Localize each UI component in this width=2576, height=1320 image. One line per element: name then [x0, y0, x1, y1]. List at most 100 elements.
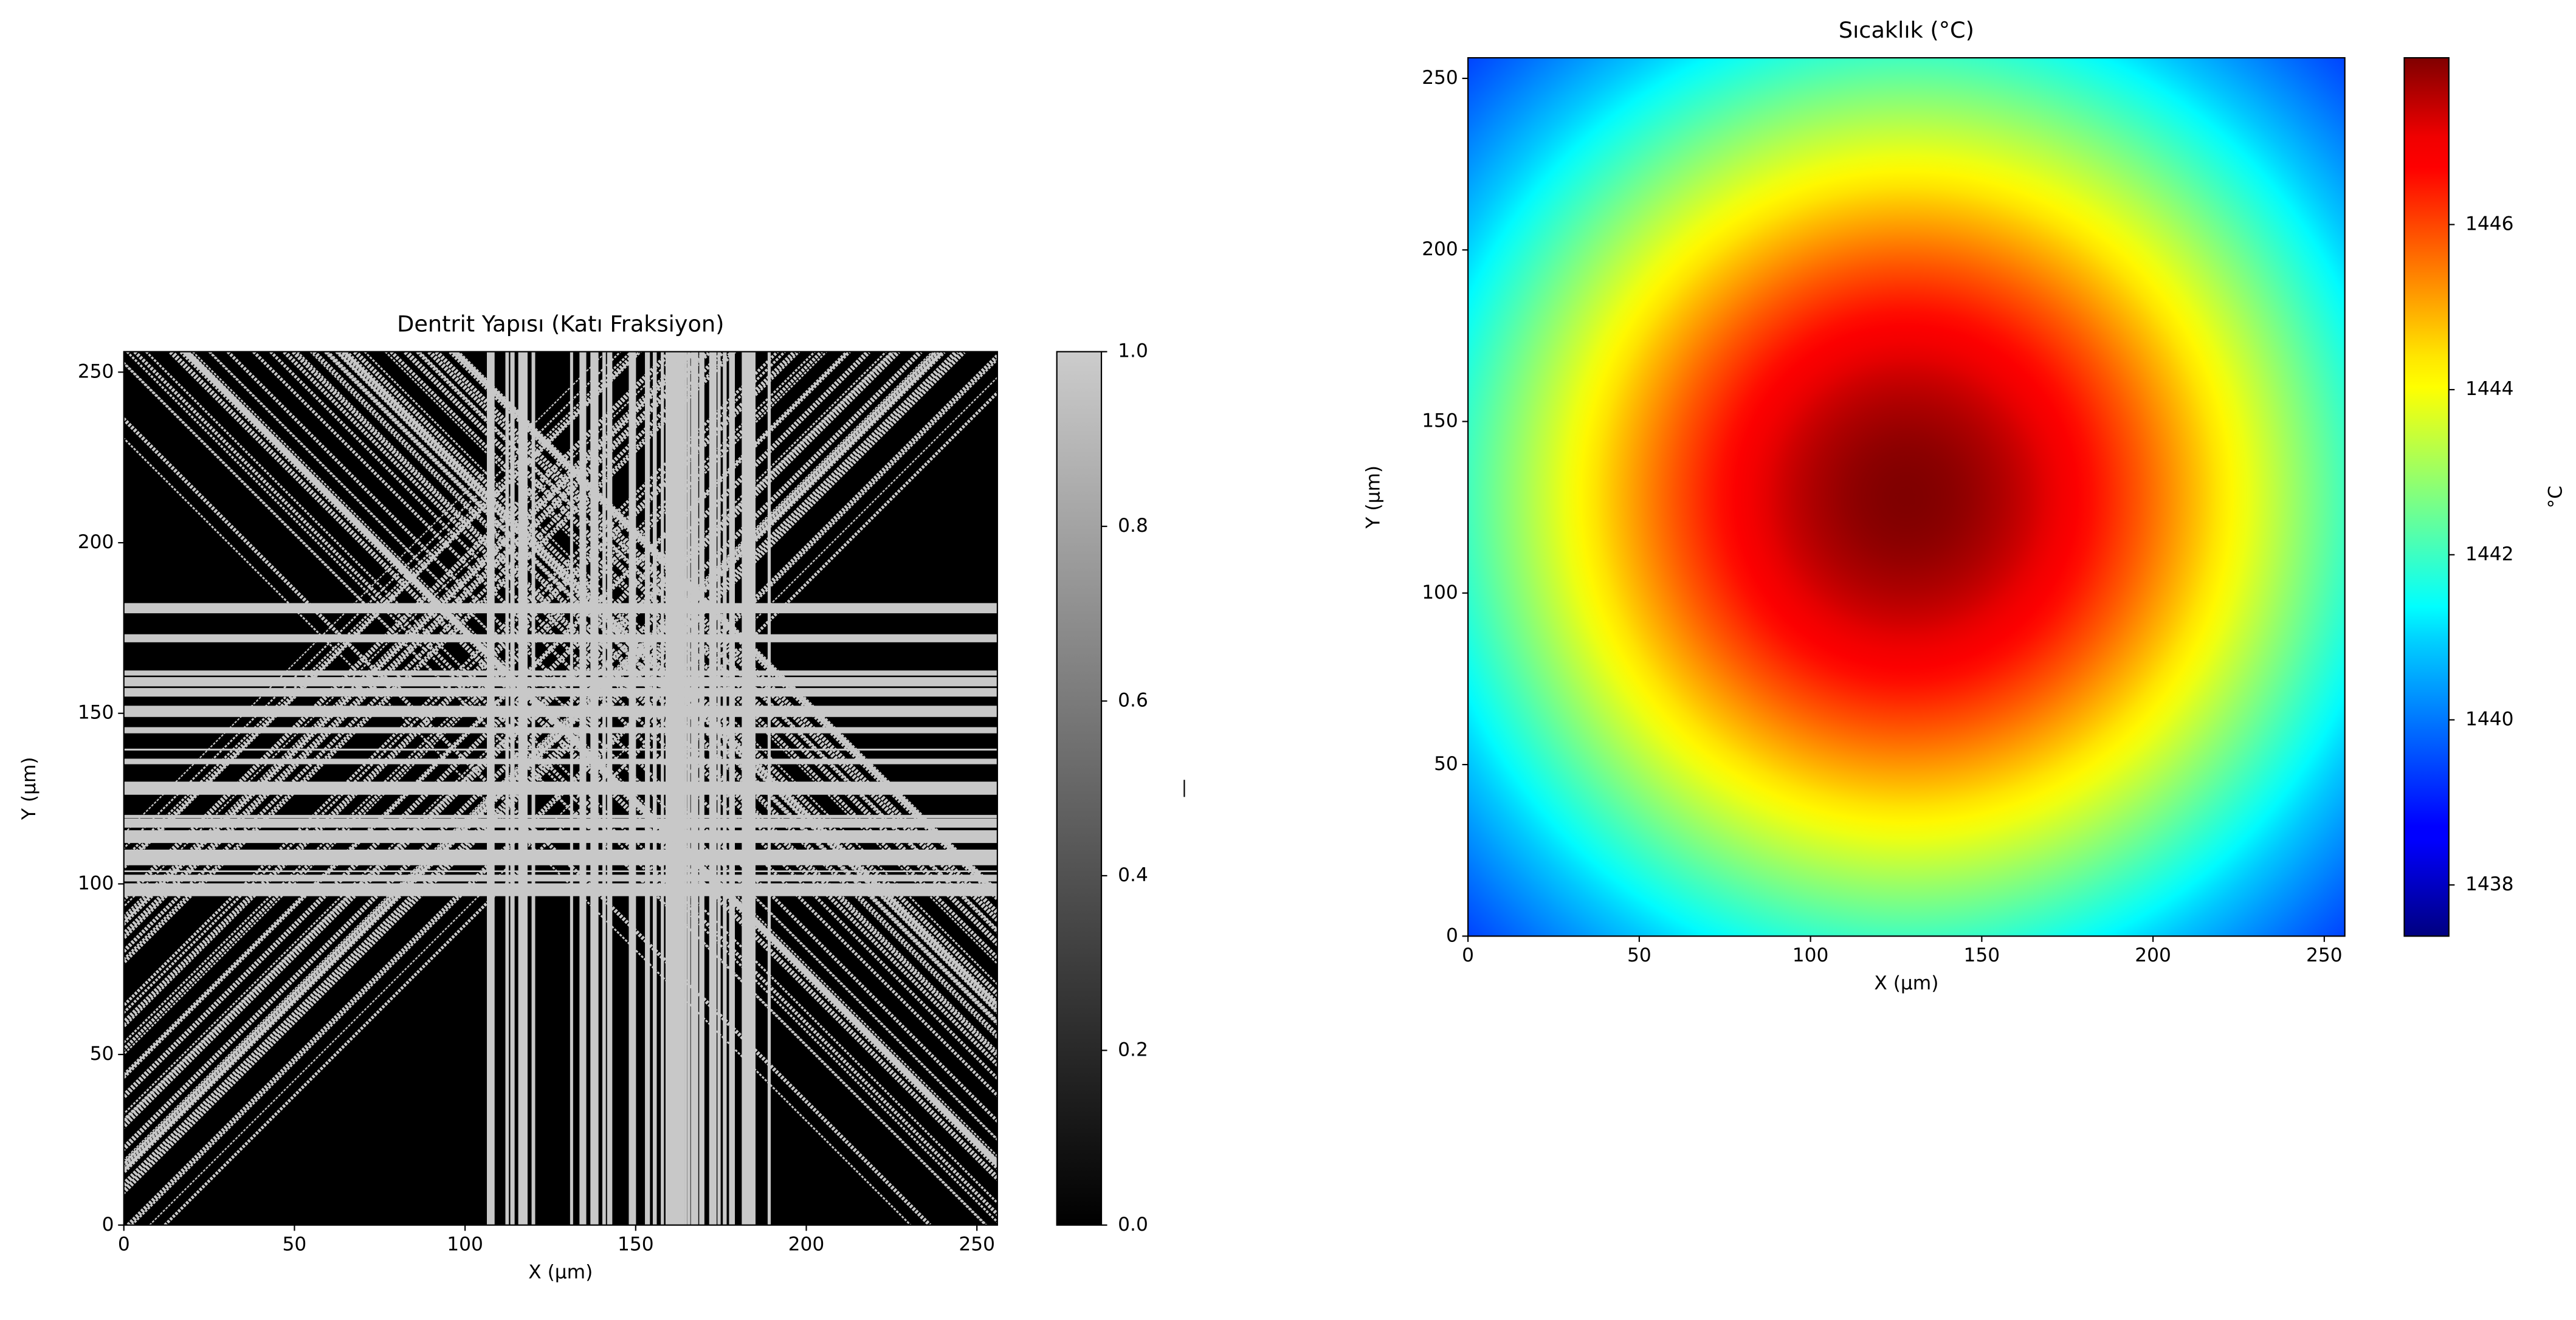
colorbar-tick-label: 1446	[2465, 213, 2513, 235]
colorbar-tick-label: 0.8	[1118, 515, 1148, 537]
dendrite-arm	[123, 437, 912, 1225]
dendrite-arm	[342, 351, 997, 1009]
y-tick-label: 100	[1422, 582, 1458, 603]
dendrite-arm	[123, 351, 849, 1078]
colorbar	[2403, 57, 2450, 937]
dendrite-arm	[123, 351, 851, 1080]
dendrite-arm	[123, 351, 642, 870]
colorbar-tick-label: 1440	[2465, 708, 2513, 730]
dendrite-arm	[309, 351, 997, 1040]
y-tick-label: 200	[1422, 238, 1458, 260]
dendrite-arm	[435, 351, 997, 916]
dendrite-arm	[123, 351, 823, 1052]
dendrite-arm	[427, 351, 997, 924]
colorbar-tick-label: 1.0	[1118, 340, 1148, 362]
dendrite-arm	[126, 353, 997, 1225]
dendrite-arm	[209, 351, 997, 1140]
dendrite-arm	[449, 351, 997, 902]
dendrite-arm	[123, 351, 689, 918]
dendrite-arm	[145, 351, 997, 1205]
dendrite-arm	[269, 351, 997, 1081]
colorbar-tick-label: 0.6	[1118, 690, 1148, 712]
chart-title: Dentrit Yapısı (Katı Fraksiyon)	[397, 311, 724, 337]
colorbar-tick-label: 1442	[2465, 543, 2513, 565]
y-tick-label: 200	[78, 531, 114, 553]
dendrite-arm	[123, 351, 946, 1175]
colorbar-tick-label: 0.2	[1118, 1039, 1148, 1060]
x-tick-label: 100	[1793, 944, 1829, 966]
dendrite-arm	[123, 351, 673, 902]
dendrite-arm	[164, 391, 997, 1225]
dendrite-arm	[123, 351, 709, 938]
dendrite-arm	[123, 351, 923, 1152]
dendrite-arm	[226, 351, 997, 1124]
dendrite-arm	[390, 351, 997, 961]
dendrite-arm	[123, 351, 779, 1008]
y-tick-label: 250	[1422, 67, 1458, 89]
dendrite-arm	[123, 351, 870, 1100]
dendrite-arm	[133, 351, 997, 1217]
dendrite-pattern	[123, 351, 997, 1225]
dendrite-arm	[126, 351, 997, 1224]
x-tick-label: 200	[2135, 944, 2171, 966]
dendrite-arm	[123, 351, 827, 1056]
dendrite-arm	[363, 351, 997, 986]
dendrite-arm	[123, 351, 732, 961]
plot-frame	[123, 351, 998, 1226]
colorbar-tick-label: 1438	[2465, 873, 2513, 895]
dendrite-arm	[123, 351, 816, 1044]
dendrite-arm	[179, 351, 997, 1171]
dendrite-arm	[417, 351, 997, 933]
x-tick-label: 250	[959, 1233, 995, 1255]
y-tick-label: 250	[78, 360, 114, 382]
dendrite-arm	[123, 351, 736, 965]
dendrite-arm	[123, 351, 680, 908]
colorbar	[1056, 351, 1103, 1226]
dendrite-arm	[123, 351, 938, 1168]
colorbar-label: °C	[2544, 486, 2566, 508]
x-tick-label: 200	[788, 1233, 825, 1255]
y-axis-label: Y (μm)	[1362, 466, 1384, 529]
dendrite-arm	[123, 351, 797, 1026]
dendrite-arm	[123, 351, 900, 1130]
plot-frame	[1467, 57, 2346, 937]
colorbar-tick-label: 0.0	[1118, 1214, 1148, 1236]
x-axis-label: X (μm)	[1874, 972, 1938, 994]
dendrite-arm	[123, 351, 786, 1014]
colorbar-tick-label: 0.4	[1118, 864, 1148, 886]
dendrite-arm	[131, 358, 997, 1225]
y-axis-label: Y (μm)	[18, 757, 40, 820]
dendrite-arm	[353, 351, 997, 998]
y-tick-label: 150	[78, 702, 114, 724]
dendrite-arm	[404, 351, 997, 947]
heatmap	[1468, 58, 2345, 937]
y-tick-label: 150	[1422, 410, 1458, 432]
dendrite-arm	[149, 376, 997, 1225]
dendrite-arm	[252, 351, 997, 1098]
dendrite-arm	[123, 361, 988, 1225]
y-tick-label: 100	[78, 872, 114, 894]
dendrite-arm	[292, 351, 997, 1059]
x-axis-label: X (μm)	[528, 1262, 593, 1284]
dendrite-arm	[283, 351, 997, 1068]
dendrite-arm	[297, 351, 997, 1053]
dendrite-arm	[123, 351, 959, 1189]
dendrite-arm	[123, 351, 725, 954]
colorbar-tick-label: 1444	[2465, 378, 2513, 400]
x-tick-label: 100	[447, 1233, 483, 1255]
dendrite-arm	[312, 351, 997, 1039]
dendrite-arm	[123, 351, 887, 1115]
dendrite-arm	[123, 351, 801, 1029]
x-tick-label: 250	[2306, 944, 2343, 966]
dendrite-arm	[169, 351, 997, 1182]
dendrite-arm	[384, 351, 997, 965]
dendrite-arm	[123, 416, 932, 1225]
dendrite-arm	[452, 351, 997, 898]
y-tick-label: 0	[102, 1214, 114, 1236]
x-tick-label: 150	[618, 1233, 654, 1255]
y-tick-label: 50	[1434, 753, 1458, 775]
dendrite-arm	[337, 351, 997, 1014]
dendrite-arm	[419, 351, 997, 931]
